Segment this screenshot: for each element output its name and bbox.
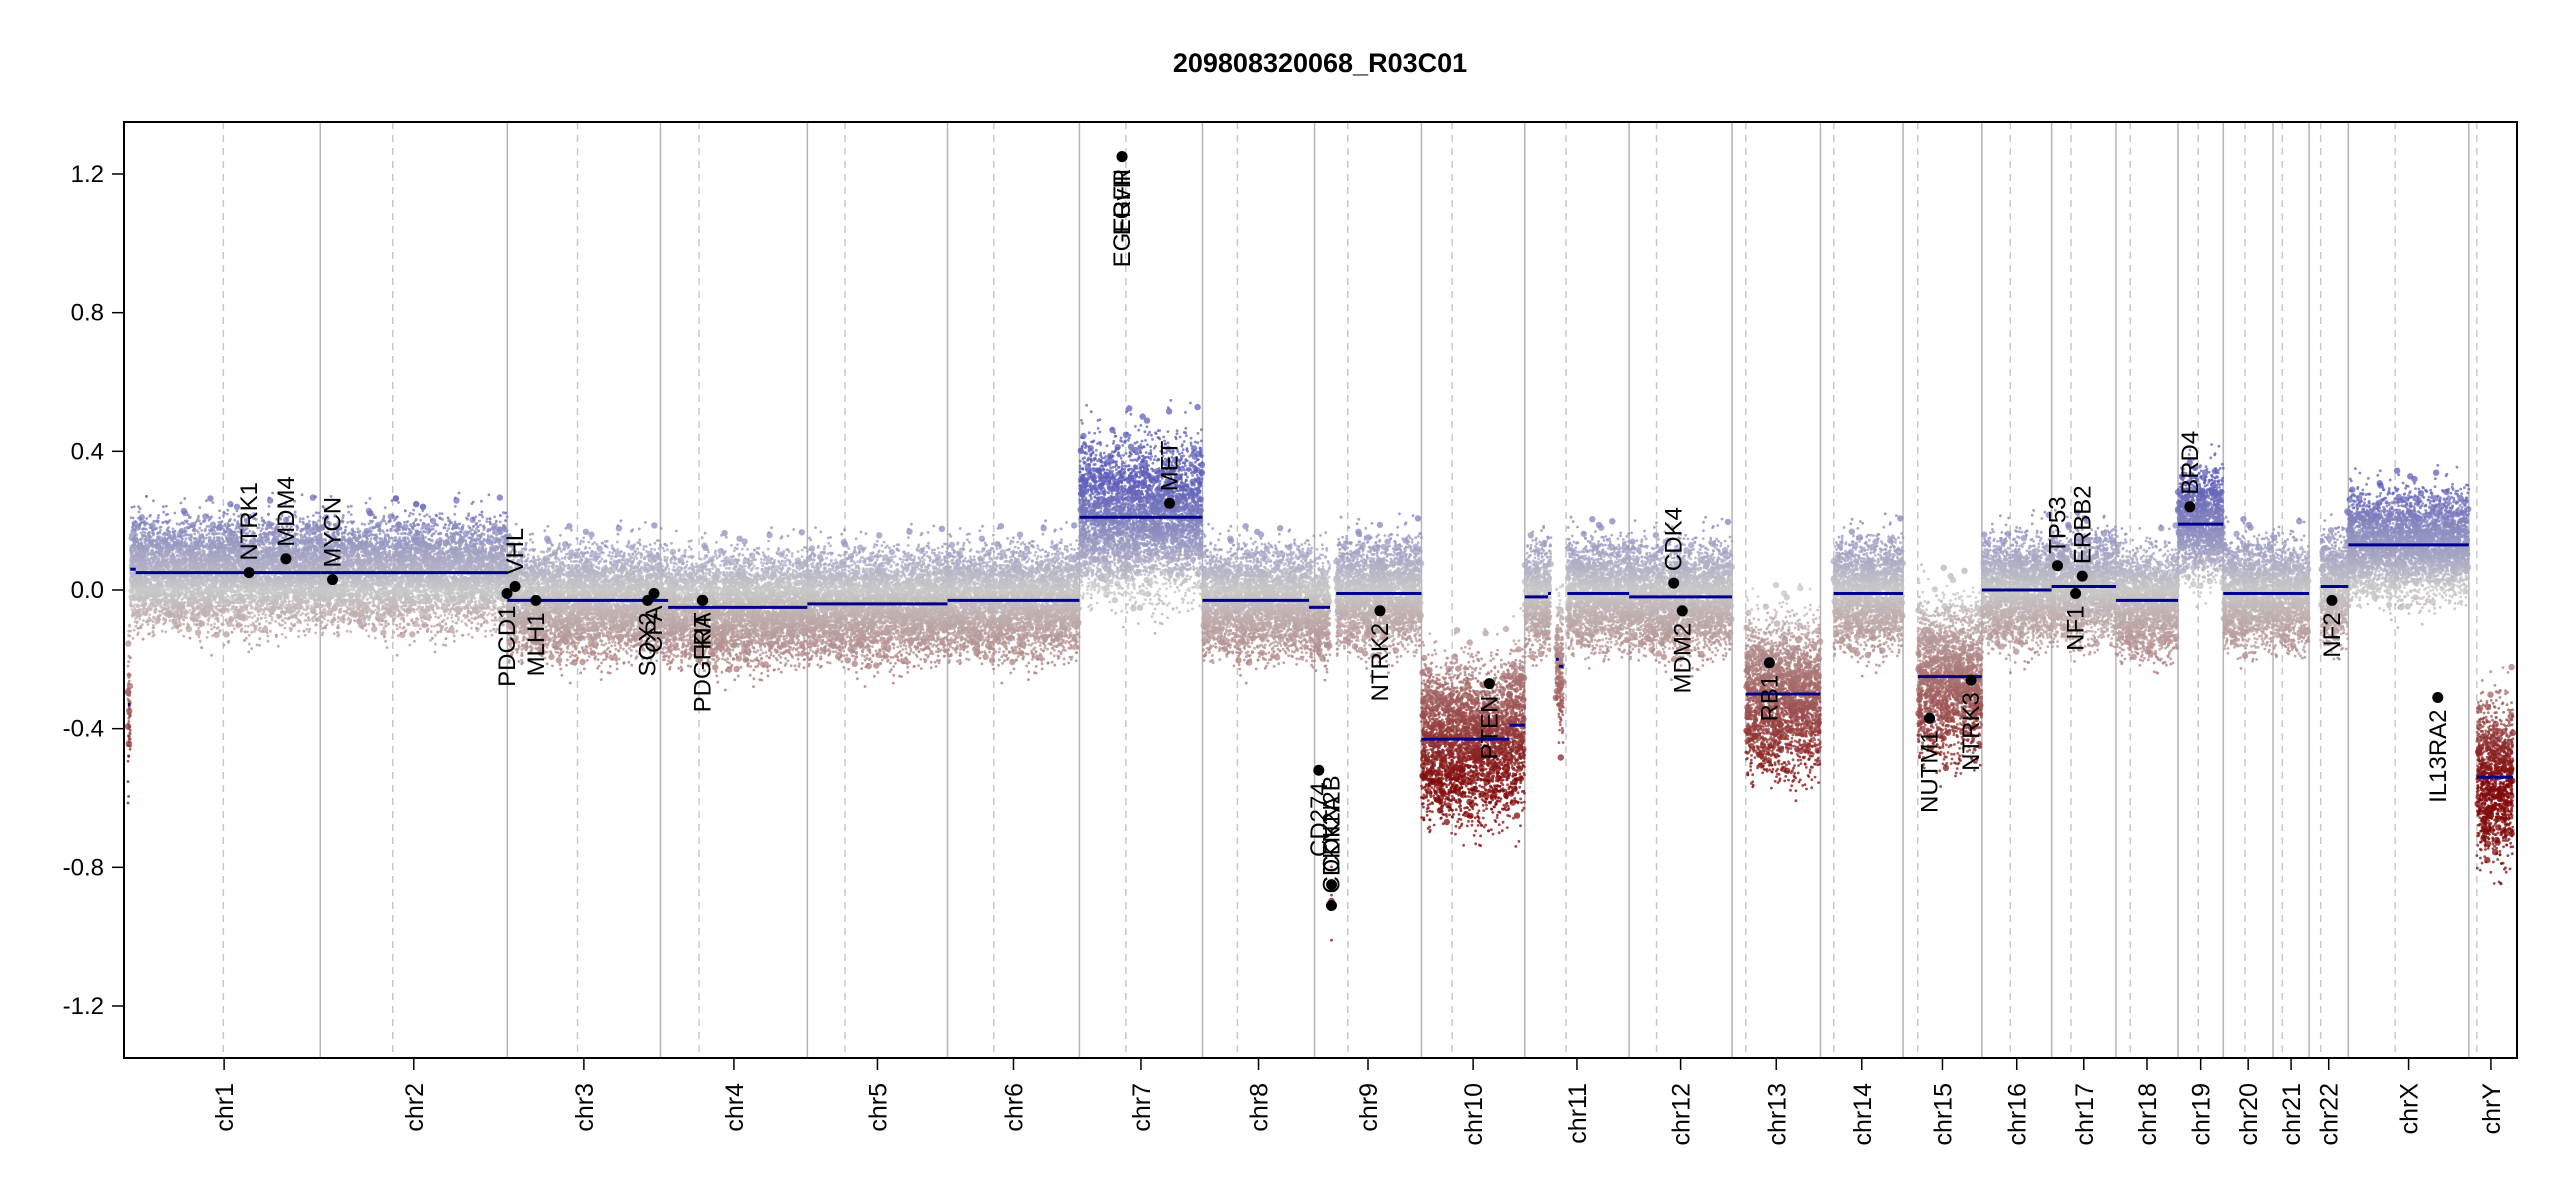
probe-point (129, 604, 132, 607)
probe-point (127, 755, 130, 758)
probe-point (127, 802, 130, 805)
probe-point (131, 580, 134, 583)
probe-point (127, 683, 130, 686)
probe-point (132, 525, 135, 528)
probe-point (130, 549, 133, 552)
probe-point (131, 614, 134, 617)
probe-point (129, 630, 132, 633)
probe-point (132, 517, 135, 520)
probe-point (128, 741, 131, 744)
probe-point (128, 625, 131, 628)
probe-point (145, 517, 148, 520)
probe-point (246, 630, 249, 633)
probe-point (129, 748, 132, 751)
probe-point (125, 641, 131, 647)
probe-point (125, 723, 131, 729)
probe-point (133, 505, 136, 508)
probe-point (173, 512, 176, 515)
probe-point (132, 597, 135, 600)
probe-point (125, 688, 131, 694)
probe-point (129, 579, 132, 582)
probe-point (128, 708, 131, 711)
probe-point (127, 665, 130, 668)
probe-point (132, 575, 135, 578)
probe-point (127, 795, 130, 798)
chart-title: 209808320068_R03C01 (1173, 48, 1467, 78)
probe-point (171, 627, 174, 630)
probe-point (128, 680, 131, 683)
probe-point (129, 552, 132, 555)
probe-point (132, 637, 135, 640)
probe-point (128, 635, 131, 638)
probe-point (130, 608, 133, 611)
probe-point (127, 780, 130, 783)
probe-point (131, 563, 134, 566)
probe-point (138, 511, 141, 514)
probe-point (127, 734, 130, 737)
probe-point (133, 629, 136, 632)
probe-point (129, 533, 132, 536)
probe-point (128, 694, 131, 697)
probe-point (129, 715, 132, 718)
probe-point (127, 760, 130, 763)
cnv-chart: 209808320068_R03C01 NTRK1 MDM4 MYCN VHLPDCD… (0, 0, 2550, 1200)
probe-point (127, 720, 130, 723)
probe-point (131, 611, 134, 614)
probe-point (177, 630, 180, 633)
probe-point (127, 660, 130, 663)
probe-point (129, 656, 132, 659)
probe-point (127, 675, 130, 678)
probe-point (131, 557, 134, 560)
probe-point (128, 588, 134, 594)
probe-point (129, 738, 132, 741)
probe-point (127, 700, 130, 703)
probe-point (132, 523, 135, 526)
